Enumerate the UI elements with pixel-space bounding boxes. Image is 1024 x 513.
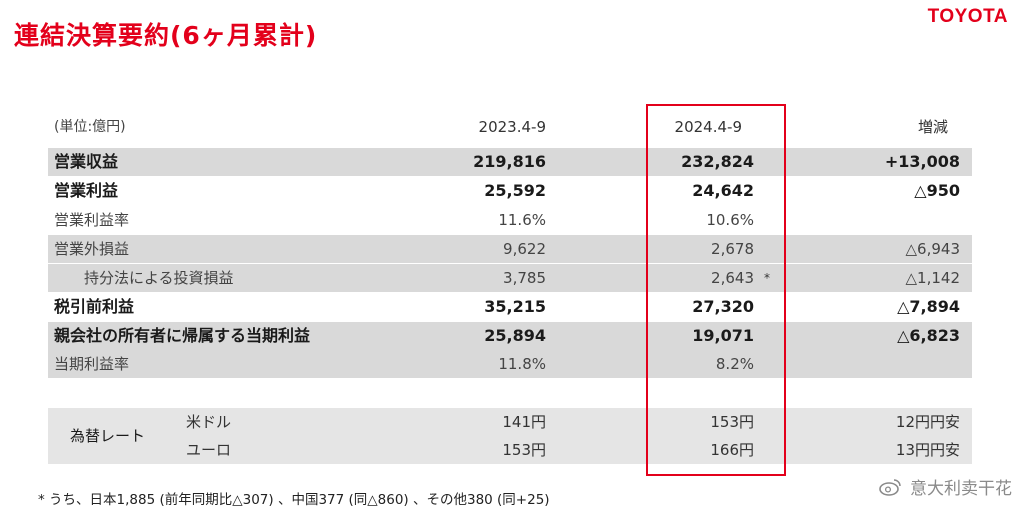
- currency-name: ユーロ: [186, 441, 232, 459]
- value-2023: 35,215: [484, 297, 546, 316]
- footnote: * うち、日本1,885 (前年同期比△307) 、中国377 (同△860) …: [38, 492, 550, 508]
- value-2023: 11.6%: [498, 211, 546, 229]
- row-label: 営業外損益: [54, 240, 130, 258]
- value-2024: 232,824: [681, 152, 754, 171]
- watermark-text: 意大利卖干花: [910, 479, 1012, 499]
- value-change: △1,142: [905, 269, 960, 287]
- value-2024: 27,320: [692, 297, 754, 316]
- value-2023: 25,592: [484, 181, 546, 200]
- value-change: △6,823: [897, 326, 960, 345]
- value-2024: 10.6%: [706, 211, 754, 229]
- value-change: +13,008: [884, 152, 960, 171]
- row-net-margin: 当期利益率 11.8% 8.2%: [48, 350, 972, 378]
- value-2024: 166円: [710, 441, 754, 459]
- row-label: 営業利益: [54, 181, 119, 200]
- value-2024: 2,643: [711, 269, 754, 287]
- row-label: 親会社の所有者に帰属する当期利益: [54, 326, 311, 345]
- row-equity-method: 持分法による投資損益 3,785 2,643 * △1,142: [48, 264, 972, 292]
- value-2024: 8.2%: [715, 355, 754, 373]
- value-change: 12円円安: [895, 413, 960, 431]
- value-change: △7,894: [897, 297, 960, 316]
- value-2023: 219,816: [473, 152, 546, 171]
- value-2023: 3,785: [503, 269, 546, 287]
- value-2024: 2,678: [711, 240, 754, 258]
- value-2023: 153円: [502, 441, 546, 459]
- row-operating-margin: 営業利益率 11.6% 10.6%: [48, 206, 972, 234]
- value-2023: 25,894: [484, 326, 546, 345]
- currency-name: 米ドル: [186, 413, 232, 431]
- value-2023: 11.8%: [498, 355, 546, 373]
- value-change: △950: [914, 181, 960, 200]
- value-2023: 9,622: [503, 240, 546, 258]
- value-2024: 153円: [710, 413, 754, 431]
- header-change: 増減: [917, 118, 948, 136]
- value-2023: 141円: [502, 413, 546, 431]
- weibo-icon: [878, 478, 901, 501]
- current-period-highlight: [646, 104, 786, 476]
- footnote-marker: *: [764, 271, 770, 285]
- row-label: 当期利益率: [54, 355, 130, 373]
- value-2024: 19,071: [692, 326, 754, 345]
- row-operating-income: 営業利益 25,592 24,642 △950: [48, 177, 972, 205]
- watermark: 意大利卖干花: [878, 474, 1012, 501]
- row-pretax-income: 税引前利益 35,215 27,320 △7,894: [48, 293, 972, 321]
- toyota-logo: TOYOTA: [927, 6, 1008, 27]
- unit-label: (単位:億円): [54, 119, 126, 135]
- header-period-2023: 2023.4-9: [478, 118, 546, 136]
- row-label: 持分法による投資損益: [84, 269, 234, 287]
- page-title: 連結決算要約(6ヶ月累計): [14, 21, 318, 50]
- table-header: (単位:億円) 2023.4-9 2024.4-9 増減: [48, 113, 972, 141]
- fx-label: 為替レート: [70, 427, 146, 445]
- fx-rate-block: 為替レート 米ドル 141円 153円 12円円安 ユーロ 153円 166円 …: [48, 408, 972, 464]
- value-2024: 24,642: [692, 181, 754, 200]
- row-operating-revenue: 営業収益 219,816 232,824 +13,008: [48, 148, 972, 176]
- value-change: △6,943: [905, 240, 960, 258]
- fx-row-eur: ユーロ 153円 166円 13円円安: [48, 436, 972, 464]
- value-change: 13円円安: [895, 441, 960, 459]
- header-period-2024: 2024.4-9: [674, 118, 742, 136]
- row-label: 営業収益: [54, 152, 119, 171]
- row-non-operating: 営業外損益 9,622 2,678 △6,943: [48, 235, 972, 263]
- fx-row-usd: 米ドル 141円 153円 12円円安: [48, 408, 972, 436]
- row-label: 営業利益率: [54, 211, 130, 229]
- row-net-income: 親会社の所有者に帰属する当期利益 25,894 19,071 △6,823: [48, 322, 972, 350]
- row-label: 税引前利益: [54, 297, 135, 316]
